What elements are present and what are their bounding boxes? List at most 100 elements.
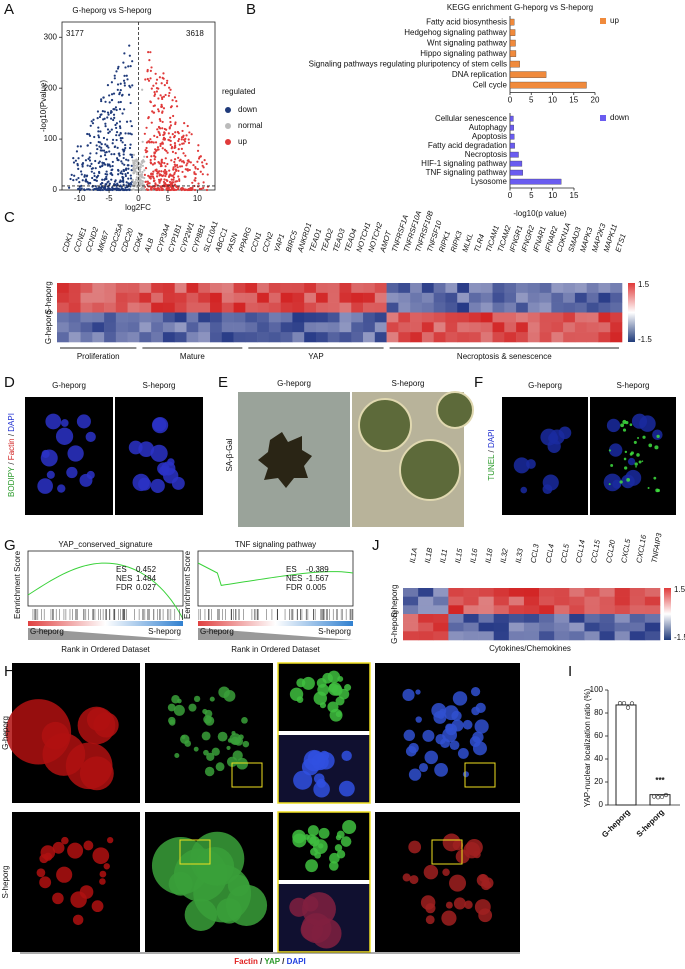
cell [402,873,411,882]
volcano-point [97,161,100,165]
heatmap-cell [551,292,564,303]
heatmap-cell [644,596,661,606]
volcano-point [131,178,134,181]
heatmap-cell [245,292,258,303]
plot-title: G-heporg vs S-heporg [72,6,151,15]
volcano-point [150,140,153,143]
stat-value: 0.005 [306,583,327,592]
volcano-point [171,133,174,136]
heatmap-cell [508,605,525,615]
volcano-point [132,171,135,174]
volcano-point [171,150,175,153]
heatmap-cell [292,292,305,303]
volcano-point [173,145,177,148]
category-label: Necroptosis [465,150,507,159]
volcano-point [164,174,167,178]
volcano-point [169,136,172,139]
heatmap-cell [151,283,164,294]
heatmap-cell [127,283,140,294]
volcano-point [149,51,152,54]
heatmap-cell [527,302,540,313]
cell [327,670,341,684]
cell [336,830,345,839]
cell [634,462,638,466]
heatmap-cell [508,588,525,597]
heatmap-cell [569,605,585,615]
volcano-point [104,183,107,186]
x-tick-label: 20 [591,96,600,105]
cell [408,768,422,781]
volcano-point [121,112,124,115]
volcano-point [116,187,119,190]
y-tick-label: 20 [594,777,603,786]
heatmap-cell [448,588,464,597]
heatmap-cell [418,596,434,606]
volcano-point [115,126,118,130]
heatmap-cell [268,322,281,333]
heatmap-cell [457,332,470,343]
volcano-point [149,158,152,162]
volcano-point [115,138,118,142]
heatmap-cell [257,302,270,313]
volcano-point [182,142,185,145]
cell [422,729,435,742]
gene-label: CCL5 [559,542,571,563]
volcano-point [127,65,130,68]
volcano-point [152,111,155,114]
cell [542,484,553,495]
volcano-point [93,187,96,191]
volcano-point [164,165,167,168]
heatmap-cell [610,283,623,294]
volcano-point [72,179,75,182]
cell [480,880,492,891]
heatmap-cell [504,292,517,303]
heatmap-cell [629,614,646,623]
volcano-point [162,136,166,140]
replicate-dot [663,792,669,798]
heatmap-cell [421,322,434,333]
volcano-point [134,183,137,187]
heatmap-cell [210,322,223,333]
heatmap-cell [445,292,458,303]
heatmap-cell [493,596,510,606]
heatmap-cell [584,605,600,615]
volcano-point [174,121,177,124]
heatmap-cell [574,292,587,303]
volcano-point [96,188,99,192]
volcano-point [72,161,76,164]
bar [509,18,515,26]
volcano-point [107,180,110,183]
volcano-point [141,164,144,167]
volcano-point [175,163,179,167]
volcano-point [172,168,175,171]
cell [184,898,218,932]
heatmap-cell [574,283,587,294]
volcano-point [172,176,175,179]
gene-label: IL1B [423,547,435,564]
volcano-point [188,168,191,172]
volcano-point [123,108,126,111]
gene-label: IL16 [468,547,480,564]
volcano-point [82,188,86,191]
heatmap-cell [433,605,449,615]
stat-value: 1.484 [136,574,157,583]
volcano-point [111,188,114,191]
volcano-point [89,124,92,127]
heatmap-cell [139,302,152,313]
heatmap-cell [80,332,93,343]
heatmap-cell [457,292,470,303]
heatmap-cell [339,292,352,303]
cell [472,731,484,743]
volcano-point [89,165,92,168]
y-tick-label: 60 [594,731,603,740]
heatmap-cell [245,322,258,333]
volcano-point [77,157,80,160]
volcano-point [140,173,143,176]
volcano-point [192,163,195,167]
volcano-point [95,152,98,155]
heatmap-cell [445,312,458,323]
volcano-point [128,188,131,191]
heatmap-cell [233,322,246,333]
stat-value: 0.027 [136,583,157,592]
volcano-point [125,181,128,184]
